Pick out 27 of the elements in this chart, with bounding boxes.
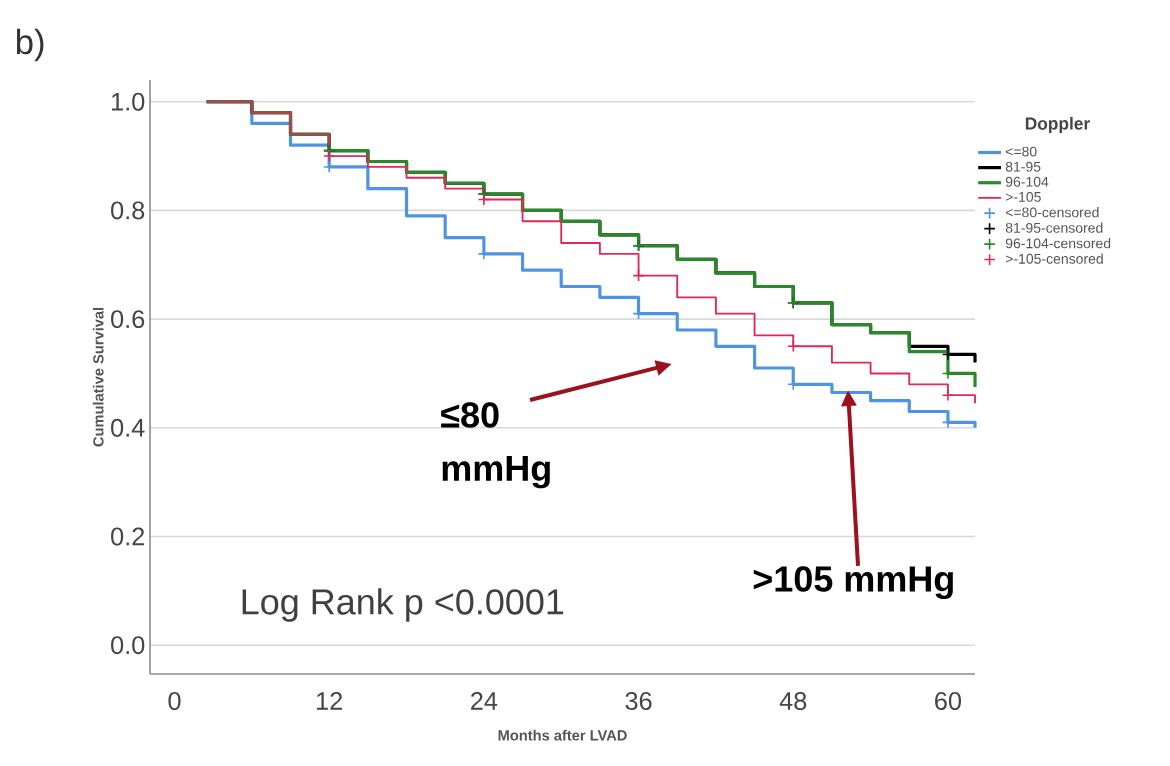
- x-tick-label: 0: [168, 692, 181, 710]
- y-tick-label: 0.0: [111, 636, 145, 655]
- legend-label: >-105-censored: [1005, 253, 1103, 264]
- x-tick-label: 24: [471, 692, 498, 710]
- legend-label: <=80: [1005, 146, 1037, 157]
- x-axis-title: Months after LVAD: [498, 729, 627, 741]
- x-tick-label: 36: [625, 692, 652, 710]
- y-tick-label: 0.2: [111, 527, 145, 546]
- y-tick-label: 0.6: [111, 310, 145, 329]
- y-tick-label: 1.0: [112, 92, 145, 111]
- y-tick-label: 0.8: [111, 201, 145, 220]
- legend-label: <=80-censored: [1005, 207, 1099, 218]
- legend-label: 96-104: [1005, 176, 1049, 187]
- annotation: Log Rank p <0.0001: [242, 588, 564, 622]
- x-tick-label: 60: [935, 692, 962, 710]
- legend-title: Doppler: [1025, 116, 1090, 134]
- text: b): [16, 28, 44, 62]
- legend-label: 81-95: [1005, 161, 1041, 172]
- legend-label: >-105: [1005, 191, 1041, 202]
- annotation: >105 mmHg: [753, 566, 953, 600]
- x-tick-label: 48: [779, 692, 807, 710]
- legend-label: 81-95-censored: [1005, 222, 1103, 233]
- legend-label: 96-104-censored: [1005, 238, 1111, 249]
- annotation: ≤80 mmHg: [441, 402, 550, 489]
- y-axis-title: Cumulative Survival: [92, 307, 104, 447]
- y-tick-label: 0.4: [111, 418, 145, 437]
- x-tick-label: 12: [317, 692, 342, 710]
